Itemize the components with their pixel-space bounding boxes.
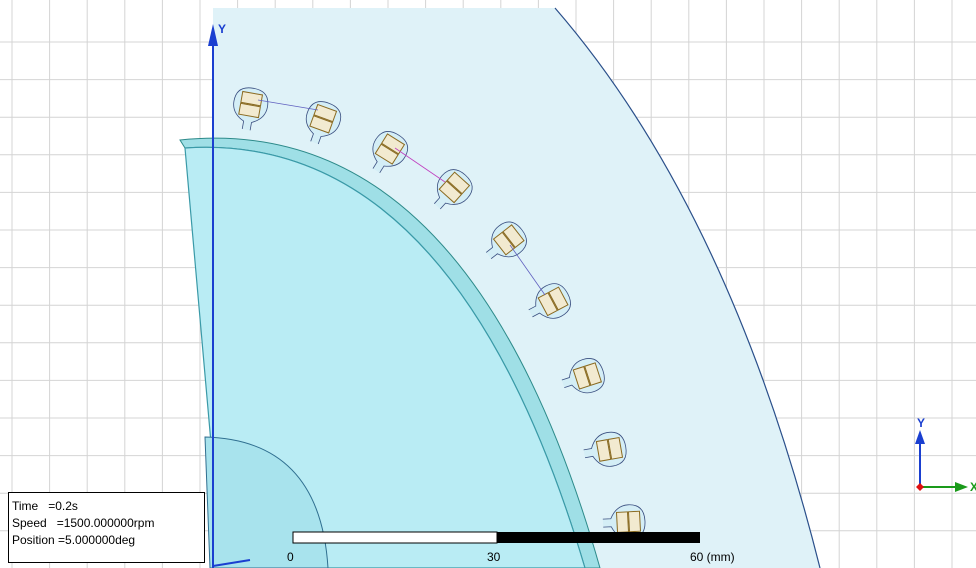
y-axis-label: Y	[218, 22, 226, 36]
triad-x-label: X	[970, 480, 976, 494]
triad-y-label: Y	[917, 416, 925, 430]
slot	[602, 504, 646, 540]
coil	[502, 224, 525, 249]
coil	[492, 231, 516, 256]
slot	[372, 131, 409, 173]
coil	[595, 439, 612, 462]
slot	[305, 101, 342, 145]
info-speed: Speed =1500.000000rpm	[12, 516, 154, 530]
coil	[446, 171, 471, 195]
triad-z	[916, 483, 924, 491]
coil	[374, 143, 399, 165]
slot	[528, 283, 571, 319]
coil	[238, 102, 261, 119]
coil	[438, 180, 463, 204]
info-position: Position =5.000000deg	[12, 533, 135, 547]
stator-outer-edge	[554, 7, 821, 568]
info-box	[8, 492, 205, 563]
slot	[485, 221, 527, 260]
coil	[627, 510, 642, 533]
slot	[233, 87, 269, 131]
coil-link	[257, 99, 319, 111]
scale-black	[497, 532, 700, 543]
scale-label: 60 (mm)	[690, 550, 735, 564]
scale-label: 0	[287, 550, 294, 564]
slots	[233, 87, 646, 540]
x-axis	[212, 559, 251, 567]
coil	[309, 115, 334, 134]
slot	[434, 169, 473, 210]
info-time: Time =0.2s	[12, 499, 78, 513]
triad-x-arrow	[955, 482, 968, 492]
coil	[615, 511, 630, 533]
coil	[380, 133, 406, 155]
slot	[561, 358, 605, 394]
scale-label: 30	[487, 550, 501, 564]
scale-white	[292, 531, 498, 544]
coil	[572, 365, 591, 390]
triad-y-arrow	[915, 430, 925, 444]
coil-link	[394, 147, 446, 183]
coil-link	[509, 244, 546, 296]
y-axis-arrow	[208, 24, 218, 46]
coil	[607, 436, 624, 460]
slot	[583, 431, 627, 467]
coil	[537, 292, 559, 317]
coil	[548, 286, 569, 311]
coil	[584, 362, 602, 386]
